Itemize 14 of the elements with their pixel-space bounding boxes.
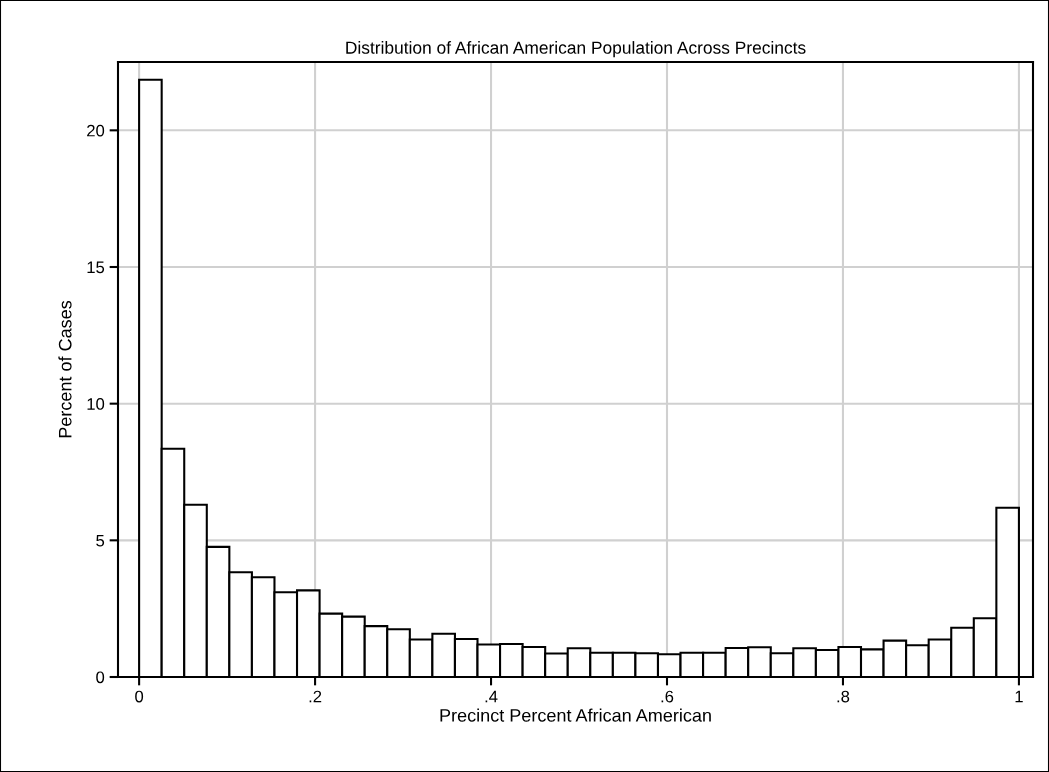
- y-axis-title: Percent of Cases: [58, 300, 72, 438]
- x-tick-label: .6: [661, 690, 674, 703]
- y-tick-label: 0: [96, 671, 105, 684]
- x-tick-label: .4: [485, 690, 498, 703]
- y-tick-label: 20: [87, 124, 105, 137]
- x-tick-label: 0: [135, 690, 144, 703]
- x-tick-label: 1: [1015, 690, 1023, 703]
- chart-title: Distribution of African American Population Across Precincts: [346, 41, 806, 58]
- x-axis-title: Precinct Percent African American: [440, 708, 711, 722]
- x-tick-label: .8: [837, 690, 850, 703]
- y-tick-label: 10: [87, 398, 105, 410]
- x-tick-label: .2: [309, 690, 322, 703]
- y-tick-label: 5: [96, 534, 105, 547]
- y-tick-label: 15: [87, 261, 105, 274]
